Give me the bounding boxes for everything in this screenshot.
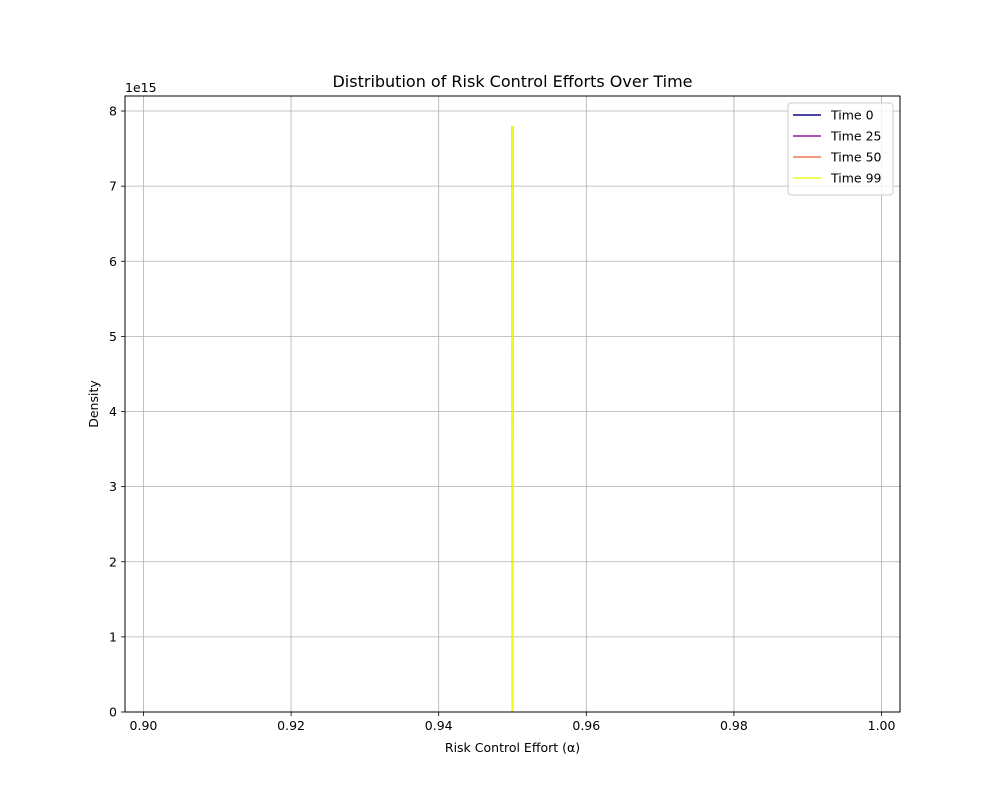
- x-tick-label: 0.90: [130, 718, 158, 733]
- legend-box: [787, 102, 894, 196]
- x-tick-label: 0.92: [277, 718, 305, 733]
- legend: Time 0 Time 25 Time 50 Time 99: [787, 102, 894, 196]
- legend-items: Time 0 Time 25 Time 50 Time 99: [793, 108, 882, 186]
- axes-frame: [124, 95, 901, 713]
- y-axis-label: Density: [86, 380, 101, 428]
- legend-label: Time 0: [830, 108, 874, 123]
- y-tick-label: 2: [109, 554, 117, 569]
- x-axis-label: Risk Control Effort (α): [445, 740, 580, 755]
- y-offset-label: 1e15: [125, 80, 157, 95]
- y-tick-label: 3: [109, 479, 117, 494]
- x-tick-label: 1.00: [868, 718, 896, 733]
- y-tick-label: 4: [109, 404, 117, 419]
- series-layer: [511, 126, 514, 713]
- legend-label: Time 99: [830, 171, 882, 186]
- chart-title: Distribution of Risk Control Efforts Ove…: [332, 72, 692, 91]
- y-tick-label: 0: [109, 705, 117, 720]
- x-tick-label: 0.96: [572, 718, 600, 733]
- series-line: [511, 126, 514, 713]
- y-tick-label: 1: [109, 629, 117, 644]
- y-tick-label: 5: [109, 329, 117, 344]
- x-tick-label: 0.94: [425, 718, 453, 733]
- y-tick-label: 8: [109, 104, 117, 119]
- y-tick-label: 7: [109, 179, 117, 194]
- legend-label: Time 25: [830, 129, 881, 144]
- legend-label: Time 50: [830, 150, 882, 165]
- tick-layer: 0.90 0.92 0.94 0.96 0.98 1.00 0 1 2 3 4 5 6 7 8: [109, 104, 895, 733]
- x-tick-label: 0.98: [720, 718, 748, 733]
- y-tick-label: 6: [109, 254, 117, 269]
